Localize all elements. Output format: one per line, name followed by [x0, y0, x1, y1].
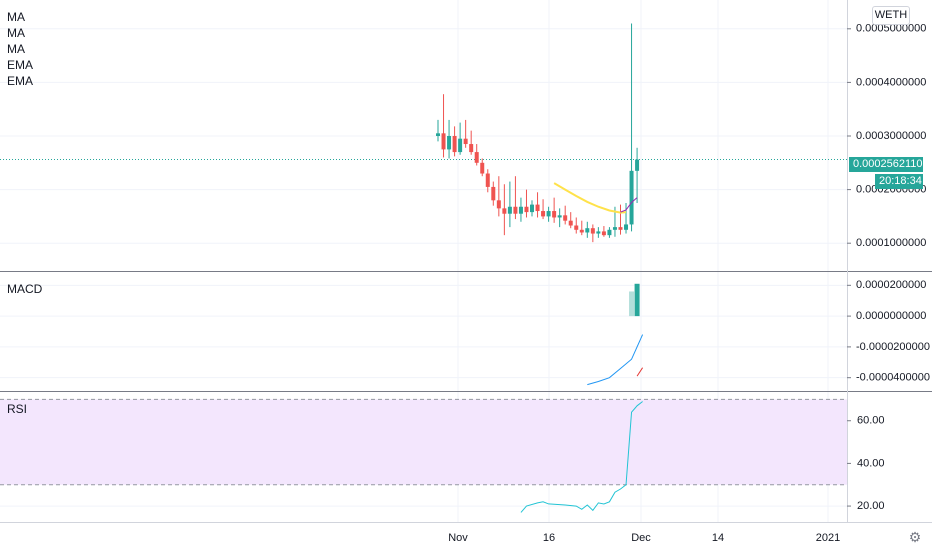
- bar-countdown-tag: 20:18:34: [875, 174, 923, 189]
- candle-body-24: [568, 220, 573, 226]
- candle-body-22: [557, 215, 562, 218]
- price-tick-label-2: 0.0003000000: [856, 130, 926, 142]
- rsi-tick-label-0: 60.00: [857, 415, 885, 427]
- macd-hist-bar-0: [629, 291, 635, 317]
- indicator-label-ma-2[interactable]: MA: [7, 26, 25, 40]
- candle-body-16: [524, 206, 529, 213]
- price-tick-label-4: 0.0001000000: [856, 237, 926, 249]
- candle-body-13: [507, 206, 512, 214]
- candle-body-35: [629, 170, 634, 225]
- candle-body-20: [546, 211, 551, 217]
- candle-body-12: [502, 208, 507, 214]
- candle-body-8: [480, 162, 485, 174]
- macd-pane[interactable]: [587, 283, 644, 386]
- macd-tick-label-2: -0.0000200000: [856, 341, 930, 353]
- candle-body-34: [624, 224, 629, 230]
- price-tick-label-1: 0.0004000000: [856, 76, 926, 88]
- candle-body-6: [469, 144, 474, 153]
- candle-body-7: [474, 152, 479, 163]
- price-tick-label-0: 0.0005000000: [856, 23, 926, 35]
- candle-body-30: [601, 231, 606, 236]
- candle-body-33: [618, 227, 623, 230]
- candle-body-28: [590, 228, 595, 234]
- ma-line: [553, 182, 627, 214]
- rsi-tick-label-1: 40.00: [857, 457, 885, 469]
- candle-body-15: [518, 206, 523, 214]
- indicator-label-ema-1[interactable]: EMA: [7, 58, 34, 72]
- candle-body-1: [441, 133, 446, 150]
- time-tick-label-1: 16: [543, 532, 555, 544]
- candle-body-19: [541, 211, 546, 217]
- rsi-tick-label-2: 20.00: [857, 500, 885, 512]
- time-tick-label-3: 14: [712, 532, 724, 544]
- current-price-tag: 0.0002562110: [849, 157, 923, 172]
- candle-body-29: [596, 231, 601, 234]
- indicator-label-ma-1[interactable]: MA: [7, 10, 25, 24]
- symbol-badge[interactable]: WETH: [872, 6, 910, 25]
- candle-body-27: [585, 228, 590, 233]
- macd-hist-bar-1: [634, 283, 640, 317]
- candle-body-10: [491, 186, 496, 201]
- settings-gear-icon[interactable]: ⚙: [908, 529, 922, 545]
- rsi-band-lines: [0, 398, 847, 486]
- macd-tick-label-0: 0.0000200000: [856, 279, 926, 291]
- time-tick-label-0: Nov: [448, 532, 468, 544]
- rsi-band: [0, 399, 847, 485]
- candle-body-26: [579, 229, 584, 233]
- candle-body-31: [607, 229, 612, 236]
- candle-body-3: [452, 136, 457, 153]
- candle-body-17: [530, 204, 535, 213]
- rsi-pane[interactable]: [520, 401, 643, 513]
- candle-body-9: [485, 173, 490, 187]
- candle-body-5: [463, 138, 468, 145]
- candle-body-0: [436, 133, 440, 136]
- candle-body-32: [612, 227, 617, 230]
- candle-body-21: [552, 211, 557, 218]
- candle-body-4: [458, 138, 463, 153]
- macd-line: [587, 334, 644, 386]
- rsi-line: [520, 401, 643, 513]
- time-tick-label-4: 2021: [816, 532, 840, 544]
- axis-labels: 0.0005000000 0.0004000000 0.0003000000 0.00…: [448, 23, 930, 544]
- rsi-label[interactable]: RSI: [7, 402, 28, 416]
- indicator-label-ema-2[interactable]: EMA: [7, 74, 34, 88]
- candle-body-2: [447, 136, 452, 150]
- candle-body-25: [574, 225, 579, 230]
- candle-body-18: [535, 204, 540, 212]
- macd-tick-label-3: -0.0000400000: [856, 372, 930, 384]
- time-tick-label-2: Dec: [631, 532, 651, 544]
- candle-body-11: [496, 200, 501, 209]
- candle-body-14: [513, 206, 518, 214]
- ema-line: [620, 197, 638, 213]
- candle-body-23: [563, 215, 568, 221]
- macd-signal-line: [636, 367, 644, 377]
- candle-body-36: [635, 159, 640, 171]
- indicator-label-ma-3[interactable]: MA: [7, 42, 25, 56]
- price-pane[interactable]: [0, 23, 847, 243]
- macd-label[interactable]: MACD: [7, 282, 43, 296]
- macd-tick-label-1: 0.0000000000: [856, 310, 926, 322]
